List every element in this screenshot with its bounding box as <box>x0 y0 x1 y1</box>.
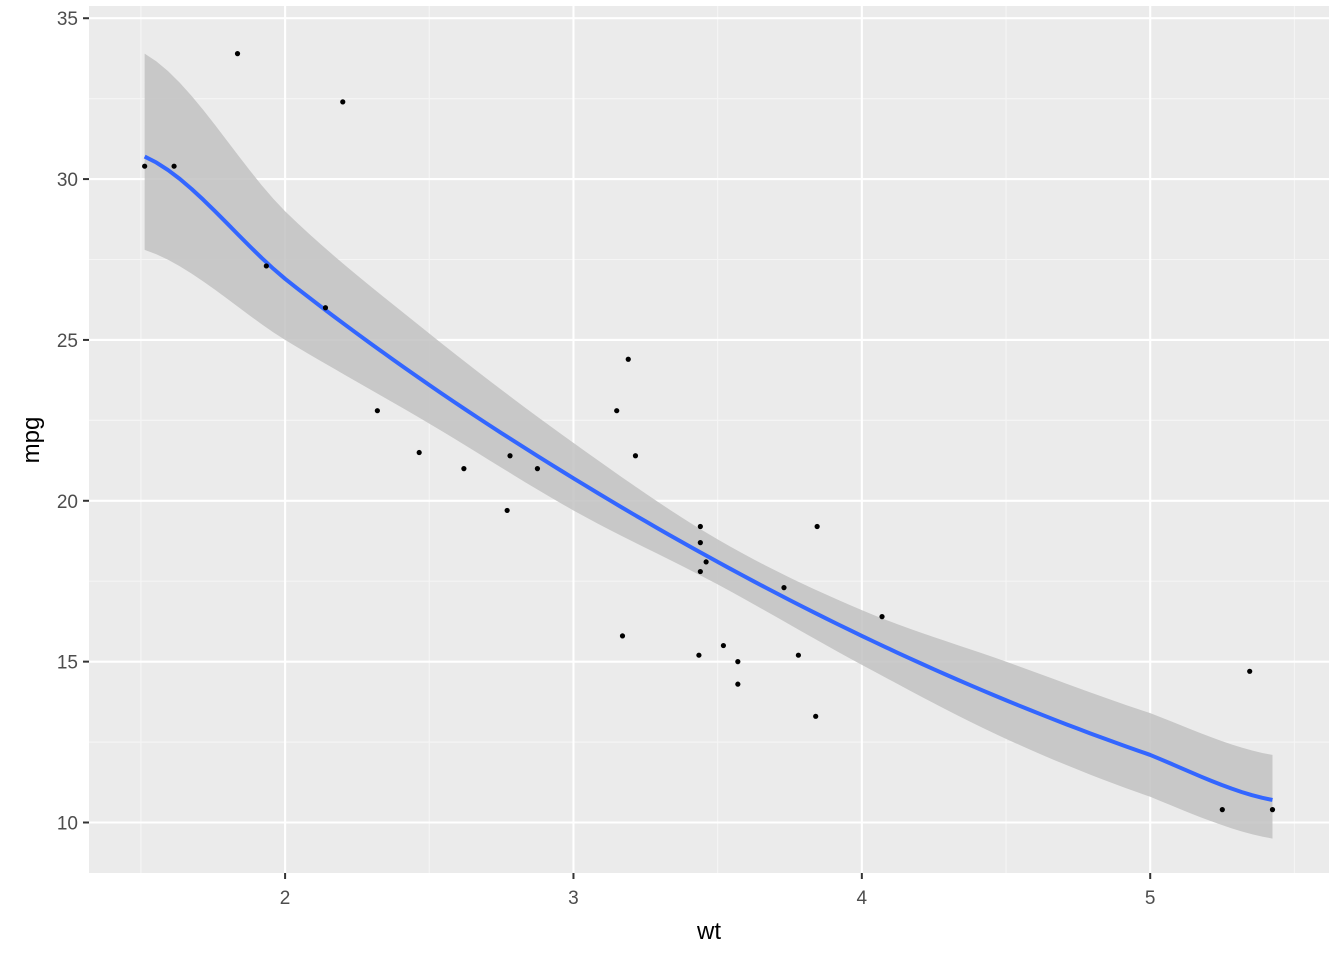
data-point <box>735 659 741 665</box>
data-point <box>614 408 620 414</box>
y-tick-label: 30 <box>57 170 78 191</box>
data-point <box>507 453 513 459</box>
data-point <box>1219 807 1225 813</box>
data-point <box>142 163 148 169</box>
y-tick-label: 25 <box>57 331 78 352</box>
data-point <box>504 507 510 514</box>
data-point <box>322 305 329 311</box>
data-point <box>1269 807 1276 813</box>
y-tick-label: 10 <box>57 813 78 834</box>
data-point <box>814 523 820 530</box>
data-point <box>720 642 727 649</box>
y-tick-label: 35 <box>57 9 78 30</box>
x-axis-title: wt <box>696 918 721 945</box>
data-point <box>703 559 709 565</box>
data-point <box>879 613 885 620</box>
data-point <box>697 540 703 546</box>
x-tick-label: 3 <box>568 888 579 909</box>
data-point <box>735 681 741 687</box>
data-point <box>697 523 703 530</box>
data-point <box>263 263 269 269</box>
data-point <box>795 652 801 658</box>
y-axis-title: mpg <box>18 417 45 464</box>
data-point <box>781 585 787 591</box>
fit-line <box>143 154 1273 802</box>
x-axis-ticks: 2 3 4 5 <box>280 873 1156 909</box>
data-point <box>1247 668 1253 674</box>
data-point <box>374 408 380 414</box>
data-point <box>696 652 702 658</box>
x-tick-label: 4 <box>857 888 868 909</box>
x-tick-label: 5 <box>1145 888 1156 909</box>
data-point <box>171 163 177 169</box>
y-tick-label: 15 <box>57 653 78 674</box>
x-tick-label: 2 <box>280 888 291 909</box>
data-point <box>625 356 631 362</box>
data-point <box>632 453 639 459</box>
data-point <box>234 51 241 57</box>
y-tick-label: 20 <box>57 492 78 513</box>
data-point <box>340 99 346 105</box>
data-point <box>534 466 541 472</box>
data-point <box>697 568 703 575</box>
y-axis-ticks: 10 15 20 25 30 35 <box>57 9 89 834</box>
data-point <box>461 466 467 472</box>
data-point <box>813 713 819 719</box>
data-point <box>416 449 422 456</box>
data-point <box>619 633 626 639</box>
data-points <box>142 51 1276 813</box>
